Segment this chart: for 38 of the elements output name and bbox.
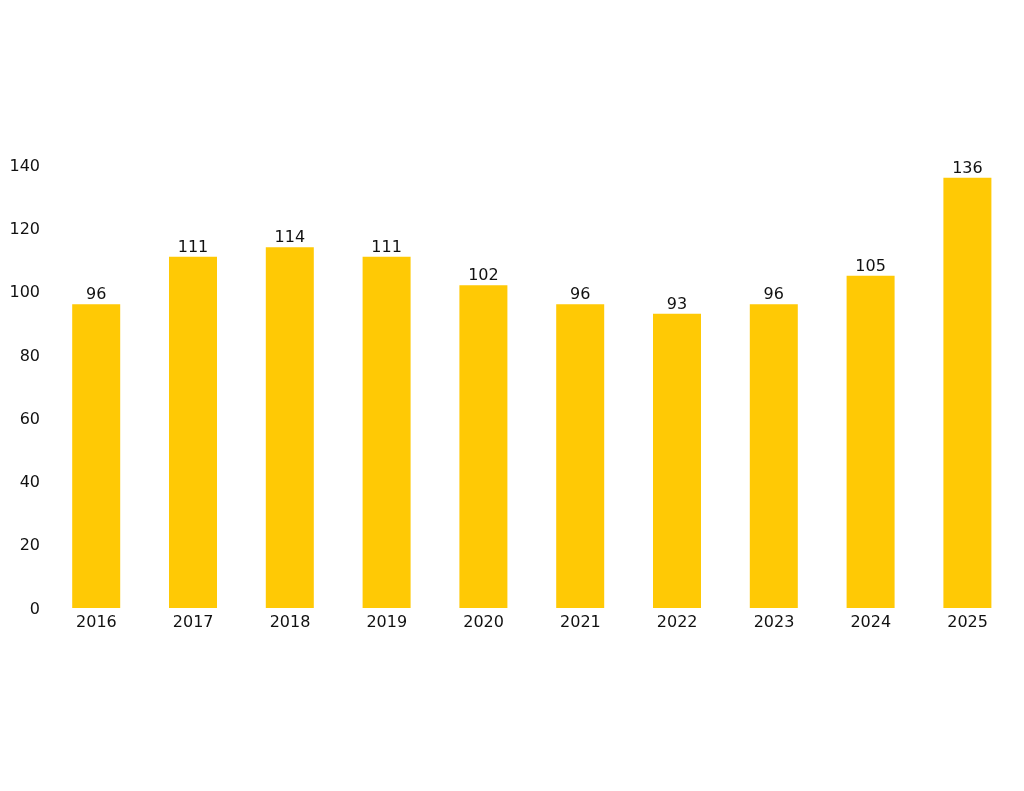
x-tick-label: 2025 bbox=[947, 612, 988, 632]
bar bbox=[459, 285, 508, 608]
bar bbox=[265, 247, 314, 608]
data-label: 111 bbox=[177, 236, 209, 256]
data-label: 111 bbox=[371, 236, 402, 256]
y-tick-label: 60 bbox=[19, 408, 40, 428]
x-tick-label: 2018 bbox=[269, 612, 311, 632]
data-label: 96 bbox=[86, 284, 107, 304]
bar bbox=[72, 304, 121, 608]
x-tick-label: 2022 bbox=[656, 612, 698, 632]
x-tick-label: 2023 bbox=[753, 612, 795, 632]
y-tick-label: 20 bbox=[19, 535, 40, 555]
data-label: 93 bbox=[666, 293, 688, 313]
bar bbox=[653, 313, 701, 608]
y-tick-label: 80 bbox=[19, 345, 40, 365]
bar bbox=[749, 304, 798, 608]
y-tick-label: 40 bbox=[19, 472, 40, 492]
x-tick-label: 2017 bbox=[172, 612, 214, 632]
y-tick-label: 0 bbox=[29, 598, 40, 618]
data-label: 96 bbox=[763, 284, 784, 304]
bar bbox=[846, 275, 895, 608]
bar bbox=[169, 256, 217, 608]
data-label: 102 bbox=[468, 265, 499, 285]
data-label: 105 bbox=[855, 255, 886, 275]
x-tick-label: 2024 bbox=[850, 612, 892, 632]
y-tick-label: 140 bbox=[9, 155, 40, 175]
data-label: 136 bbox=[952, 157, 983, 177]
bar bbox=[362, 256, 411, 608]
x-tick-label: 2019 bbox=[366, 612, 408, 632]
x-tick-label: 2016 bbox=[76, 612, 117, 632]
bar bbox=[556, 304, 605, 608]
data-label: 114 bbox=[274, 227, 306, 247]
y-tick-label: 120 bbox=[9, 218, 40, 238]
data-label: 96 bbox=[570, 284, 591, 304]
x-tick-label: 2021 bbox=[560, 612, 601, 632]
x-tick-label: 2020 bbox=[463, 612, 504, 632]
bar bbox=[943, 177, 992, 608]
y-tick-label: 100 bbox=[9, 282, 40, 302]
